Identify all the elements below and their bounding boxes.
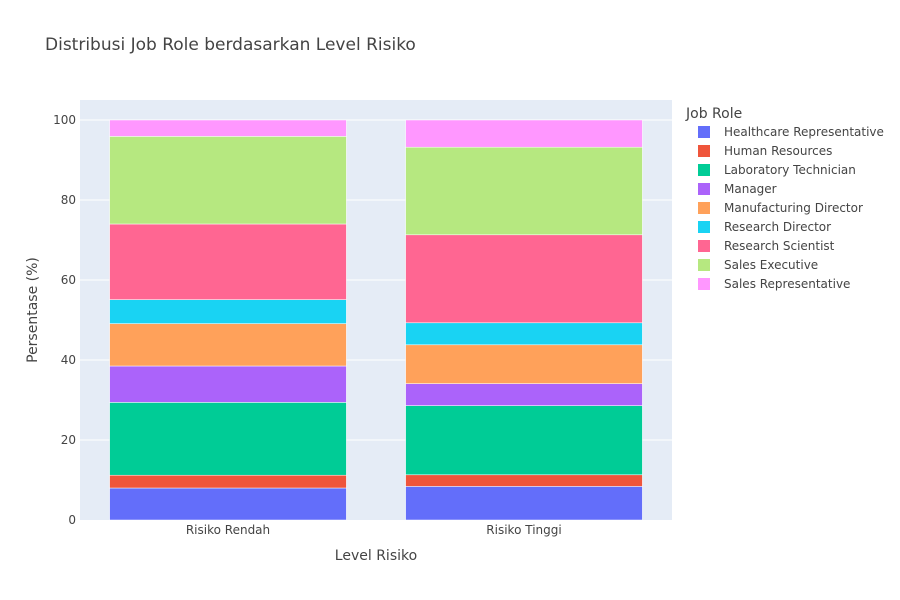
legend-item[interactable]: Manufacturing Director	[698, 201, 863, 215]
bar-segment	[109, 402, 347, 476]
legend: Job Role Healthcare Representative Human …	[685, 106, 884, 291]
x-tick-label: Risiko Rendah	[186, 523, 270, 537]
legend-item[interactable]: Research Director	[698, 220, 831, 234]
bar-segment	[109, 136, 347, 225]
bar-segment	[405, 234, 643, 324]
legend-swatch	[698, 259, 710, 271]
bar-segment	[405, 119, 643, 148]
legend-swatch	[698, 202, 710, 214]
legend-label: Human Resources	[724, 144, 832, 158]
y-axis-ticks: 0 20 40 60 80 100	[53, 113, 76, 527]
bar-segment	[109, 365, 347, 403]
legend-label: Sales Executive	[724, 258, 818, 272]
legend-swatch	[698, 164, 710, 176]
legend-swatch	[698, 145, 710, 157]
legend-item[interactable]: Sales Executive	[698, 258, 818, 272]
bar-segment	[405, 322, 643, 346]
legend-swatch	[698, 240, 710, 252]
bar-segment	[109, 119, 347, 137]
y-tick-label: 80	[61, 193, 76, 207]
x-axis-title: Level Risiko	[335, 548, 417, 564]
bar-segment	[405, 474, 643, 487]
legend-label: Sales Representative	[724, 277, 850, 291]
legend-title: Job Role	[685, 106, 742, 122]
legend-label: Healthcare Representative	[724, 125, 884, 139]
legend-swatch	[698, 183, 710, 195]
bar-segment	[109, 474, 347, 489]
x-tick-label: Risiko Tinggi	[486, 523, 561, 537]
x-axis-ticks: Risiko Rendah Risiko Tinggi	[186, 523, 562, 537]
bar-segment	[405, 486, 643, 521]
bar-segment	[109, 223, 347, 300]
y-tick-label: 60	[61, 273, 76, 287]
legend-item[interactable]: Research Scientist	[698, 239, 835, 253]
legend-swatch	[698, 278, 710, 290]
legend-item[interactable]: Healthcare Representative	[698, 125, 884, 139]
bar-segment	[405, 146, 643, 236]
legend-label: Manufacturing Director	[724, 201, 863, 215]
y-tick-label: 20	[61, 433, 76, 447]
legend-item[interactable]: Sales Representative	[698, 277, 850, 291]
legend-label: Research Director	[724, 220, 831, 234]
legend-item[interactable]: Human Resources	[698, 144, 832, 158]
bar-segment	[109, 299, 347, 324]
bar-segment	[405, 344, 643, 384]
bars	[109, 119, 643, 521]
legend-item[interactable]: Manager	[698, 182, 777, 196]
bar-segment	[405, 383, 643, 406]
legend-label: Research Scientist	[724, 239, 835, 253]
legend-label: Manager	[724, 182, 777, 196]
chart-title: Distribusi Job Role berdasarkan Level Ri…	[45, 35, 416, 55]
y-tick-label: 0	[68, 513, 76, 527]
legend-swatch	[698, 126, 710, 138]
bar-segment	[109, 487, 347, 521]
y-tick-label: 100	[53, 113, 76, 127]
legend-item[interactable]: Laboratory Technician	[698, 163, 856, 177]
y-tick-label: 40	[61, 353, 76, 367]
legend-label: Laboratory Technician	[724, 163, 856, 177]
bar-segment	[405, 405, 643, 476]
bar-segment	[109, 323, 347, 367]
legend-swatch	[698, 221, 710, 233]
y-axis-title: Persentase (%)	[25, 257, 41, 363]
